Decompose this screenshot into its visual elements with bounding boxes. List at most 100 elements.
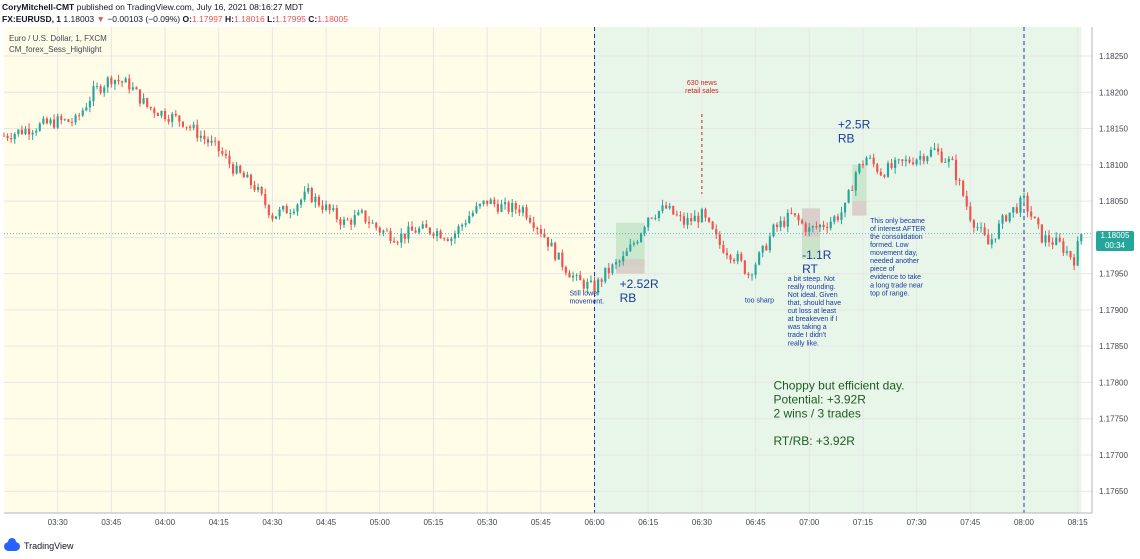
candle-body bbox=[367, 221, 371, 224]
author[interactable]: CoryMitchell-CMT bbox=[2, 2, 75, 12]
y-tick-label: 1.17650 bbox=[1099, 487, 1128, 496]
footer-brand[interactable]: TradingView bbox=[24, 541, 74, 551]
candle-body bbox=[550, 242, 553, 247]
candle-body bbox=[915, 159, 918, 165]
chart-annotation: a bit steep. Not really rounding. Not idea… bbox=[787, 276, 841, 347]
candle-body bbox=[579, 275, 582, 281]
candle-body bbox=[643, 227, 646, 234]
candle-body bbox=[529, 218, 532, 223]
annotation-line: was taking a bbox=[787, 324, 827, 331]
tradingview-logo-icon[interactable] bbox=[4, 537, 20, 551]
candle-body bbox=[557, 252, 560, 260]
candle-body bbox=[53, 119, 56, 128]
candle-body bbox=[1022, 195, 1026, 198]
candle-body bbox=[1051, 242, 1054, 245]
candle-body bbox=[507, 202, 510, 212]
candle-body bbox=[20, 129, 23, 135]
candle-body bbox=[239, 165, 242, 173]
candle-body bbox=[328, 204, 331, 211]
chart-legend: Euro / U.S. Dollar, 1, FXCM CM_forex_Ses… bbox=[9, 33, 107, 55]
candle-body bbox=[682, 216, 686, 225]
y-tick-label: 1.18200 bbox=[1099, 88, 1128, 97]
candle-body bbox=[718, 234, 721, 245]
candle-body bbox=[822, 224, 825, 228]
open-label: O: bbox=[182, 14, 192, 24]
x-tick-label: 03:30 bbox=[48, 518, 69, 527]
candle-body bbox=[478, 203, 482, 207]
candle-body bbox=[410, 226, 414, 231]
candle-body bbox=[142, 98, 145, 104]
x-tick-label: 08:15 bbox=[1068, 518, 1089, 527]
annotation-line: really rounding. bbox=[788, 284, 836, 291]
candle-body bbox=[235, 165, 238, 174]
y-tick-label: 1.18100 bbox=[1099, 161, 1128, 170]
ohlc-line: FX:EURUSD, 1 1.18003 ▼ −0.00103 (−0.09%)… bbox=[2, 13, 1132, 25]
candle-body bbox=[801, 220, 804, 224]
annotation-line: of interest AFTER bbox=[870, 226, 925, 233]
candle-body bbox=[60, 116, 63, 120]
candle-body bbox=[342, 219, 346, 225]
y-tick-label: 1.17700 bbox=[1099, 451, 1128, 460]
low-value: 1.17995 bbox=[275, 14, 306, 24]
candle-body bbox=[922, 155, 925, 162]
candle-body bbox=[314, 196, 317, 203]
candles-group bbox=[2, 74, 1083, 295]
candle-body bbox=[958, 180, 961, 181]
x-tick-label: 06:00 bbox=[585, 518, 606, 527]
annotation-line: Potential: +3.92R bbox=[773, 392, 866, 406]
candle-body bbox=[103, 87, 106, 93]
candle-body bbox=[27, 128, 31, 135]
annotation-line: Still lower bbox=[569, 290, 600, 297]
x-tick-label: 06:15 bbox=[638, 518, 659, 527]
candle-body bbox=[926, 156, 929, 162]
candle-body bbox=[790, 212, 793, 214]
candle-body bbox=[317, 196, 321, 206]
candle-body bbox=[210, 140, 213, 143]
candle-body bbox=[908, 159, 911, 163]
annotation-line: evidence to take bbox=[870, 274, 921, 281]
candle-body bbox=[872, 157, 875, 165]
symbol[interactable]: FX:EURUSD, 1 bbox=[2, 14, 62, 24]
candle-body bbox=[81, 110, 84, 116]
candle-body bbox=[929, 149, 933, 157]
last-price: 1.18003 bbox=[63, 14, 95, 24]
candle-body bbox=[779, 220, 782, 228]
candle-body bbox=[174, 113, 177, 116]
annotation-line: +2.52R bbox=[620, 277, 659, 291]
candle-body bbox=[833, 216, 836, 222]
candle-body bbox=[310, 188, 313, 203]
candle-body bbox=[2, 135, 6, 137]
annotation-line: really like. bbox=[788, 340, 819, 347]
price-tag-countdown: 00:34 bbox=[1104, 241, 1126, 250]
news-marker-line-text: 630 news bbox=[687, 80, 717, 87]
candle-body bbox=[464, 223, 467, 225]
candle-body bbox=[432, 233, 435, 236]
instrument-legend[interactable]: Euro / U.S. Dollar, 1, FXCM bbox=[9, 34, 107, 43]
annotation-line: the consolidation bbox=[870, 234, 923, 241]
candle-body bbox=[604, 267, 607, 282]
annotation-line: formed. Low bbox=[870, 242, 909, 249]
candle-body bbox=[976, 227, 979, 229]
candle-body bbox=[861, 163, 865, 166]
indicator-legend[interactable]: CM_forex_Sess_Highlight bbox=[9, 45, 102, 54]
candle-body bbox=[589, 280, 593, 282]
candle-body bbox=[453, 233, 457, 239]
candle-body bbox=[138, 89, 142, 104]
publish-line: CoryMitchell-CMT published on TradingVie… bbox=[2, 1, 1132, 13]
candle-body bbox=[332, 208, 335, 211]
y-tick-label: 1.18150 bbox=[1099, 125, 1128, 134]
candle-body bbox=[24, 128, 27, 135]
candle-body bbox=[768, 236, 771, 251]
candle-body bbox=[389, 230, 392, 241]
candle-body bbox=[761, 245, 764, 253]
candle-body bbox=[439, 231, 442, 239]
candle-body bbox=[500, 204, 503, 212]
candle-body bbox=[38, 123, 41, 131]
candle-body bbox=[1008, 212, 1011, 222]
candle-body bbox=[285, 206, 288, 214]
candle-body bbox=[1040, 224, 1043, 243]
candle-body bbox=[793, 213, 797, 216]
candle-body bbox=[1015, 207, 1018, 213]
candle-body bbox=[1026, 195, 1029, 212]
